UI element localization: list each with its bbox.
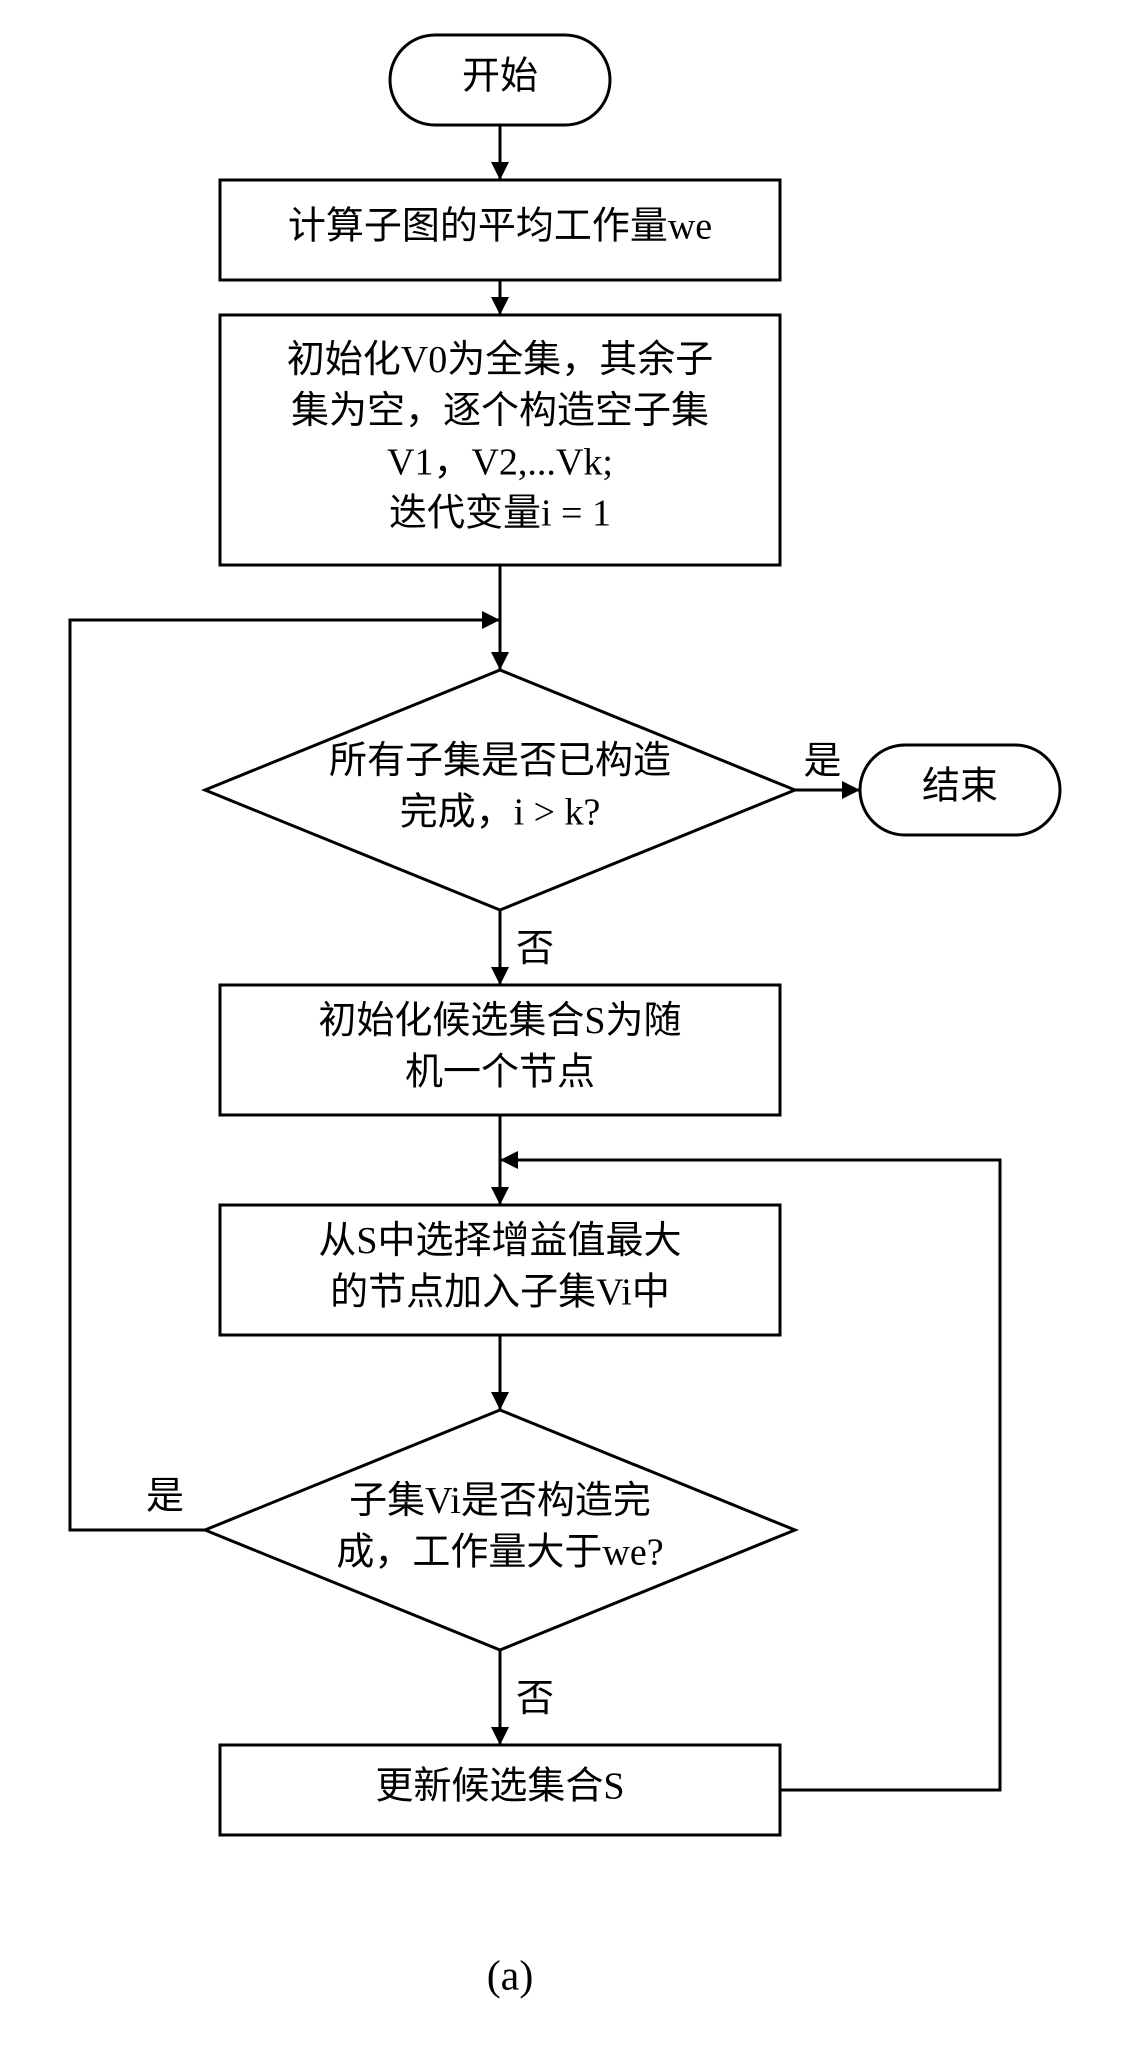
node-init_s-line-1: 机一个节点 [405,1051,595,1093]
edge-3-label: 是 [803,741,841,783]
node-init_s-line-0: 初始化候选集合S为随 [318,1000,681,1042]
edge-4-label: 否 [516,928,554,970]
node-calc_we: 计算子图的平均工作量we [220,180,780,280]
edge-7-label: 否 [516,1678,554,1720]
node-init_v0-line-2: V1，V2,...Vk; [387,441,613,483]
node-start: 开始 [390,35,610,125]
edge-8-label: 是 [146,1476,184,1518]
node-init_v0-line-1: 集为空，逐个构造空子集 [291,390,709,432]
node-vi_done-line-0: 子集Vi是否构造完 [349,1480,651,1522]
node-pick_max-line-1: 的节点加入子集Vi中 [330,1271,670,1313]
node-update_s: 更新候选集合S [220,1745,780,1835]
node-end: 结束 [860,745,1060,835]
node-all_done-line-0: 所有子集是否已构造 [329,740,671,782]
node-calc_we-line-0: 计算子图的平均工作量we [288,206,712,248]
node-end-line-0: 结束 [922,766,998,808]
node-vi_done-line-1: 成，工作量大于we? [336,1531,663,1573]
node-all_done: 所有子集是否已构造完成，i > k? [205,670,795,910]
caption: (a) [487,1954,534,2000]
node-pick_max: 从S中选择增益值最大的节点加入子集Vi中 [220,1205,780,1335]
node-init_v0-line-3: 迭代变量i = 1 [389,493,611,535]
node-pick_max-line-0: 从S中选择增益值最大 [318,1220,681,1262]
node-init_v0: 初始化V0为全集，其余子集为空，逐个构造空子集 V1，V2,...Vk; 迭代变量i… [220,315,780,565]
node-vi_done: 子集Vi是否构造完成，工作量大于we? [205,1410,795,1650]
node-start-line-0: 开始 [462,56,538,98]
node-all_done-line-1: 完成，i > k? [400,791,601,833]
node-init_s: 初始化候选集合S为随机一个节点 [220,985,780,1115]
node-update_s-line-0: 更新候选集合S [375,1766,624,1808]
node-init_v0-line-0: 初始化V0为全集，其余子 [287,339,713,381]
